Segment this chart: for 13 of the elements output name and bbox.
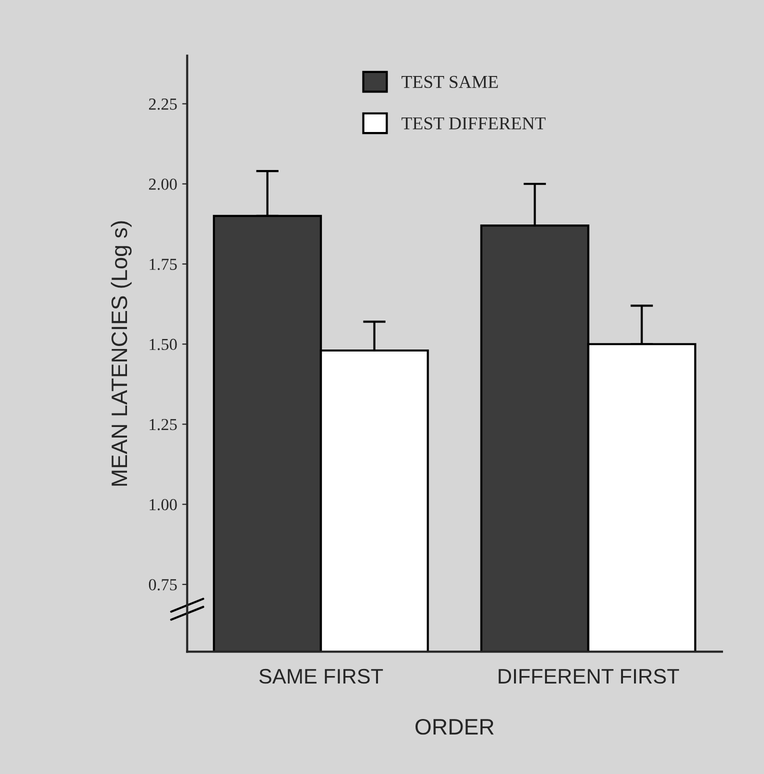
- y-tick-label: 0.75: [148, 579, 177, 590]
- y-axis-title: MEAN LATENCIES (Log s): [110, 221, 132, 486]
- y-tick-label: 1.25: [150, 418, 177, 430]
- x-tick-label: SAME FIRST: [259, 668, 383, 684]
- x-tick-label: DIFFERENT FIRST: [498, 668, 680, 684]
- y-tick-label: 1.50: [150, 338, 177, 350]
- y-tick-label: 2.25: [149, 98, 177, 110]
- x-axis-title: ORDER: [416, 718, 494, 735]
- y-tick-label: 1.00: [150, 499, 177, 510]
- y-tick-label: 2.00: [149, 178, 177, 190]
- legend-label: TEST DIFFERENT: [402, 117, 546, 130]
- y-tick-label: 1.75: [150, 258, 177, 270]
- legend-label: TEST SAME: [402, 76, 498, 88]
